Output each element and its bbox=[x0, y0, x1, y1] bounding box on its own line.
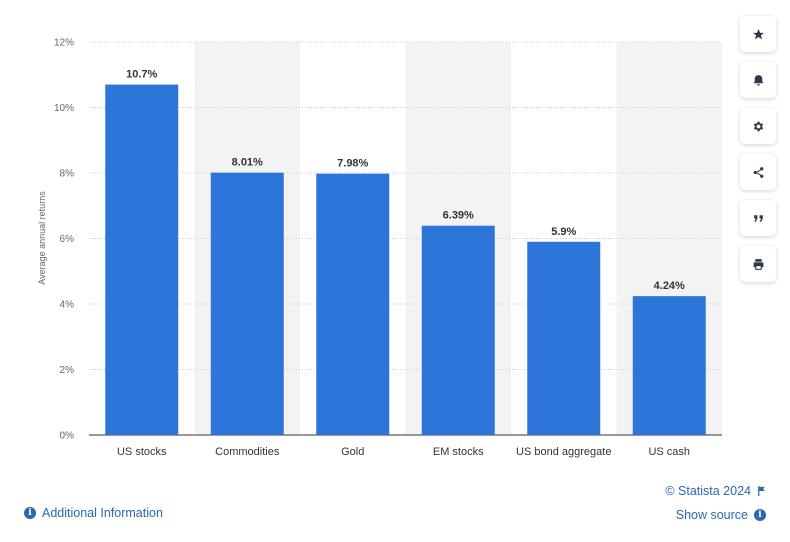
gridlines bbox=[89, 41, 722, 436]
statista-copyright[interactable]: © Statista 2024 bbox=[665, 484, 766, 498]
data-label: 8.01% bbox=[232, 157, 263, 169]
share-button[interactable] bbox=[740, 154, 776, 190]
bell-icon bbox=[753, 74, 763, 86]
data-labels: 10.7% 8.01% 7.98% 6.39% 5.9% 4.24% bbox=[126, 69, 685, 293]
y-tick-label: 6% bbox=[60, 234, 75, 245]
bar[interactable] bbox=[421, 225, 495, 435]
info-icon: i bbox=[754, 509, 766, 521]
share-icon bbox=[753, 166, 763, 178]
quote-icon bbox=[753, 214, 763, 222]
category-labels: US stocks Commodities Gold EM stocks US bond… bbox=[117, 446, 690, 458]
additional-information-link[interactable]: i Additional Information bbox=[24, 506, 163, 520]
info-icon: i bbox=[24, 507, 36, 519]
data-label: 10.7% bbox=[126, 69, 157, 81]
bar[interactable] bbox=[210, 172, 284, 436]
y-tick-labels: 0% 2% 4% 6% 8% 10% 12% bbox=[54, 38, 74, 442]
data-label: 7.98% bbox=[337, 158, 368, 170]
data-label: 4.24% bbox=[654, 280, 685, 292]
y-tick-label: 12% bbox=[54, 38, 74, 49]
show-source-label: Show source bbox=[675, 508, 748, 522]
category-label: Gold bbox=[341, 446, 364, 458]
notification-button[interactable] bbox=[740, 62, 776, 98]
data-label: 6.39% bbox=[443, 210, 474, 222]
category-label: US cash bbox=[648, 446, 690, 458]
y-tick-label: 2% bbox=[60, 365, 75, 376]
y-tick-label: 4% bbox=[60, 300, 75, 311]
settings-button[interactable] bbox=[740, 108, 776, 144]
category-label: Commodities bbox=[215, 446, 280, 458]
bar[interactable] bbox=[632, 296, 706, 435]
star-icon bbox=[752, 28, 764, 39]
print-icon bbox=[753, 258, 763, 270]
flag-icon bbox=[758, 486, 765, 496]
show-source-link[interactable]: Show source i bbox=[676, 508, 766, 522]
data-label: 5.9% bbox=[551, 226, 576, 238]
toolbar bbox=[740, 16, 776, 292]
category-label: EM stocks bbox=[433, 446, 484, 458]
category-label: US bond aggregate bbox=[516, 446, 611, 458]
gear-icon bbox=[753, 121, 763, 131]
bars bbox=[105, 84, 706, 436]
additional-information-label: Additional Information bbox=[42, 506, 163, 520]
bar-chart: 0% 2% 4% 6% 8% 10% 12% 10.7% 8.01% 7.98% 6.39% 5.9… bbox=[37, 38, 722, 458]
print-button[interactable] bbox=[740, 246, 776, 282]
copyright-label: © Statista 2024 bbox=[665, 484, 751, 498]
y-tick-label: 0% bbox=[60, 431, 75, 442]
bar[interactable] bbox=[316, 173, 390, 435]
category-label: US stocks bbox=[117, 446, 167, 458]
y-axis-title: Average annual returns bbox=[37, 191, 47, 285]
bar[interactable] bbox=[105, 84, 179, 435]
y-tick-label: 8% bbox=[60, 169, 75, 180]
bar[interactable] bbox=[527, 241, 601, 435]
favorite-button[interactable] bbox=[740, 16, 776, 52]
y-tick-label: 10% bbox=[54, 103, 74, 114]
cite-button[interactable] bbox=[740, 200, 776, 236]
